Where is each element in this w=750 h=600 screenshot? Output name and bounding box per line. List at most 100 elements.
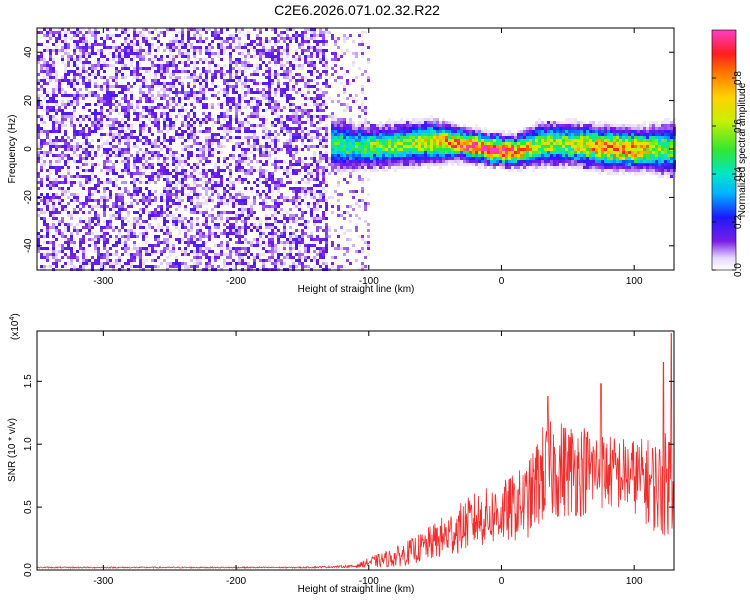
spectrogram-cell — [190, 88, 193, 91]
spectrogram-cell — [55, 178, 58, 181]
spectrogram-cell — [226, 28, 229, 31]
spectrogram-cell — [223, 196, 226, 199]
spectrogram-cell — [40, 178, 43, 181]
spectrogram-cell — [184, 46, 187, 49]
spectrogram-cell — [178, 214, 181, 217]
spectrogram-cell — [322, 154, 325, 157]
spectrogram-cell — [235, 142, 238, 145]
spectrogram-cell — [385, 142, 388, 145]
spectrogram-cell — [175, 67, 178, 70]
spectrogram-cell — [313, 61, 316, 64]
spectrogram-cell — [244, 100, 247, 103]
spectrogram-cell — [331, 112, 334, 115]
spectrogram-cell — [226, 40, 229, 43]
spectrogram-cell — [349, 151, 352, 154]
spectrogram-cell — [289, 178, 292, 181]
spectrogram-cell — [322, 166, 325, 169]
spectrogram-cell — [55, 100, 58, 103]
spectrogram-cell — [157, 31, 160, 34]
spectrogram-cell — [97, 178, 100, 181]
spectrogram-cell — [352, 124, 355, 127]
spectrogram-cell — [217, 160, 220, 163]
spectrogram-cell — [169, 172, 172, 175]
spectrogram-cell — [262, 181, 265, 184]
spectrogram-cell — [298, 55, 301, 58]
spectrogram-cell — [154, 139, 157, 142]
spectrogram-cell — [280, 31, 283, 34]
spectrogram-cell — [52, 43, 55, 46]
spectrogram-cell — [73, 253, 76, 256]
spectrogram-cell — [67, 187, 70, 190]
spectrogram-cell — [85, 124, 88, 127]
spectrogram-cell — [103, 262, 106, 265]
spectrogram-cell — [181, 121, 184, 124]
spectrogram-cell — [241, 142, 244, 145]
spectrogram-cell — [337, 163, 340, 166]
spectrogram-cell — [301, 211, 304, 214]
spectrogram-cell — [220, 142, 223, 145]
spectrogram-cell — [355, 250, 358, 253]
spectrogram-cell — [277, 184, 280, 187]
spectrogram-cell — [295, 214, 298, 217]
spectrogram-cell — [304, 193, 307, 196]
spectrogram-cell — [181, 28, 184, 31]
spectrogram-cell — [394, 124, 397, 127]
spectrogram-cell — [364, 121, 367, 124]
spectrogram-cell — [130, 40, 133, 43]
spectrogram-cell — [292, 220, 295, 223]
spectrogram-cell — [172, 199, 175, 202]
spectrogram-cell — [238, 241, 241, 244]
spectrogram-cell — [97, 205, 100, 208]
spectrogram-cell — [133, 55, 136, 58]
spectrogram-cell — [268, 259, 271, 262]
spectrogram-cell — [334, 139, 337, 142]
spectrogram-cell — [301, 130, 304, 133]
spectrogram-cell — [331, 67, 334, 70]
spectrogram-cell — [103, 115, 106, 118]
spectrogram-cell — [334, 142, 337, 145]
spectrogram-cell — [97, 262, 100, 265]
spectrogram-cell — [352, 157, 355, 160]
spectrogram-cell — [40, 64, 43, 67]
spectrogram-cell — [178, 241, 181, 244]
spectrogram-cell — [241, 193, 244, 196]
spectrogram-cell — [139, 58, 142, 61]
spectrogram-cell — [91, 46, 94, 49]
spectrogram-cell — [235, 121, 238, 124]
spectrogram-cell — [217, 184, 220, 187]
spectrogram-cell — [313, 67, 316, 70]
spectrogram-cell — [82, 175, 85, 178]
spectrogram-cell — [301, 148, 304, 151]
spectrogram-cell — [283, 241, 286, 244]
spectrogram-cell — [244, 118, 247, 121]
spectrogram-cell — [145, 79, 148, 82]
spectrogram-cell — [268, 67, 271, 70]
spectrogram-cell — [202, 148, 205, 151]
spectrogram-cell — [214, 256, 217, 259]
spectrogram-cell — [193, 97, 196, 100]
spectrogram-cell — [175, 94, 178, 97]
spectrogram-cell — [85, 163, 88, 166]
spectrogram-cell — [85, 154, 88, 157]
spectrogram-cell — [121, 169, 124, 172]
spectrogram-cell — [43, 265, 46, 268]
spectrogram-cell — [100, 37, 103, 40]
spectrogram-cell — [220, 151, 223, 154]
spectrogram-cell — [268, 184, 271, 187]
spectrogram-cell — [46, 247, 49, 250]
spectrogram-cell — [181, 106, 184, 109]
spectrogram-cell — [349, 214, 352, 217]
spectrogram-cell — [55, 253, 58, 256]
spectrogram-cell — [361, 127, 364, 130]
spectrogram-cell — [376, 145, 379, 148]
spectrogram-cell — [37, 133, 40, 136]
spectrogram-cell — [319, 127, 322, 130]
spectrogram-cell — [163, 31, 166, 34]
spectrogram-cell — [178, 238, 181, 241]
spectrogram-cell — [286, 199, 289, 202]
spectrogram-cell — [64, 124, 67, 127]
spectrogram-cell — [217, 46, 220, 49]
spectrogram-cell — [169, 46, 172, 49]
spectrogram-cell — [283, 235, 286, 238]
spectrogram-cell — [295, 145, 298, 148]
